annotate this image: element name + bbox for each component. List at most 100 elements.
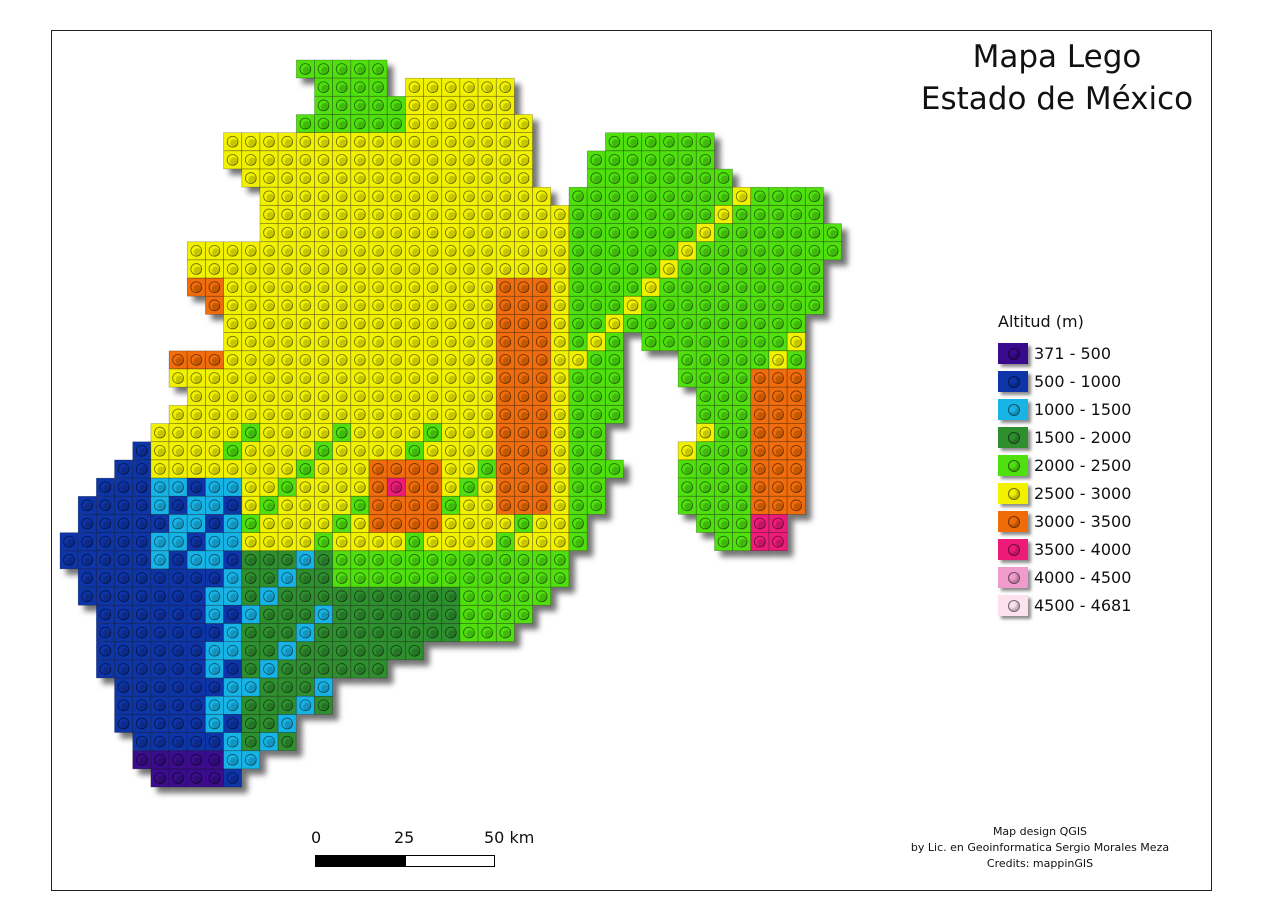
lego-brick — [768, 405, 788, 424]
lego-brick — [605, 314, 624, 333]
lego-brick — [532, 296, 551, 315]
lego-brick — [368, 386, 388, 406]
lego-brick — [623, 259, 642, 279]
lego-brick — [641, 223, 661, 242]
lego-brick — [168, 623, 188, 642]
lego-brick — [114, 477, 133, 497]
lego-brick — [186, 586, 206, 606]
lego-brick — [441, 259, 461, 279]
lego-brick — [496, 205, 515, 224]
legend-label: 371 - 500 — [1034, 343, 1112, 363]
lego-brick — [423, 550, 442, 570]
lego-brick — [77, 532, 97, 551]
lego-brick — [332, 223, 352, 242]
lego-brick — [241, 659, 261, 679]
lego-brick — [241, 695, 261, 715]
lego-brick — [714, 205, 733, 224]
lego-brick — [386, 623, 406, 642]
lego-brick — [477, 332, 497, 352]
lego-brick — [423, 223, 442, 242]
lego-brick — [605, 150, 624, 170]
lego-brick — [405, 241, 424, 261]
lego-brick — [441, 550, 461, 570]
legend-swatch — [998, 426, 1028, 448]
lego-brick — [296, 223, 315, 242]
lego-brick — [514, 186, 533, 206]
lego-brick — [259, 677, 279, 697]
lego-brick — [405, 496, 424, 515]
lego-brick — [186, 768, 206, 788]
lego-brick — [532, 223, 551, 242]
lego-brick — [477, 423, 497, 442]
legend-item: 2000 - 2500 — [998, 451, 1131, 479]
lego-brick — [350, 368, 370, 388]
lego-brick — [386, 332, 406, 352]
lego-brick — [132, 459, 152, 479]
lego-brick — [405, 441, 424, 461]
lego-brick — [205, 677, 224, 697]
legend-item: 371 - 500 — [998, 339, 1131, 367]
lego-brick — [114, 496, 133, 515]
lego-brick — [714, 314, 733, 333]
lego-brick — [405, 368, 424, 388]
legend-label: 3000 - 3500 — [1034, 511, 1132, 531]
lego-brick — [277, 714, 297, 733]
lego-brick — [314, 477, 333, 497]
lego-brick — [386, 168, 406, 188]
lego-brick — [223, 386, 242, 406]
lego-brick — [205, 714, 224, 733]
lego-brick — [623, 296, 642, 315]
lego-brick — [714, 532, 733, 551]
lego-brick — [459, 277, 479, 297]
lego-brick — [186, 277, 206, 297]
lego-brick — [477, 132, 497, 152]
lego-brick — [605, 241, 624, 261]
lego-brick — [768, 350, 788, 370]
scale-tick-50: 50 km — [484, 828, 535, 847]
lego-brick — [186, 641, 206, 661]
legend-swatch — [998, 454, 1028, 476]
lego-brick — [350, 496, 370, 515]
lego-brick — [441, 405, 461, 424]
lego-brick — [768, 205, 788, 224]
lego-brick — [695, 386, 715, 406]
lego-brick — [132, 496, 152, 515]
lego-brick — [223, 423, 242, 442]
lego-brick — [259, 150, 279, 170]
lego-brick — [296, 677, 315, 697]
lego-brick — [223, 314, 242, 333]
lego-brick — [223, 496, 242, 515]
lego-brick — [805, 186, 824, 206]
lego-brick — [205, 441, 224, 461]
lego-brick — [405, 459, 424, 479]
lego-brick — [514, 568, 533, 588]
lego-brick — [405, 350, 424, 370]
lego-brick — [186, 714, 206, 733]
lego-brick — [314, 605, 333, 624]
credits: Map design QGIS by Lic. en Geoinformatic… — [900, 824, 1180, 872]
lego-brick — [786, 350, 806, 370]
lego-brick — [641, 241, 661, 261]
lego-brick — [114, 677, 133, 697]
lego-brick — [314, 641, 333, 661]
lego-brick — [332, 605, 352, 624]
lego-brick — [405, 623, 424, 642]
lego-brick — [477, 150, 497, 170]
lego-brick — [623, 314, 642, 333]
lego-brick — [277, 277, 297, 297]
lego-brick — [259, 223, 279, 242]
lego-brick — [223, 332, 242, 352]
lego-brick — [277, 732, 297, 751]
lego-brick — [568, 186, 588, 206]
lego-brick — [259, 350, 279, 370]
lego-brick — [532, 496, 551, 515]
lego-brick — [386, 132, 406, 152]
lego-brick — [150, 441, 170, 461]
lego-brick — [350, 350, 370, 370]
lego-brick — [550, 368, 570, 388]
lego-brick — [259, 732, 279, 751]
lego-brick — [732, 332, 751, 352]
lego-brick — [368, 168, 388, 188]
lego-brick — [350, 77, 370, 97]
lego-brick — [586, 496, 606, 515]
